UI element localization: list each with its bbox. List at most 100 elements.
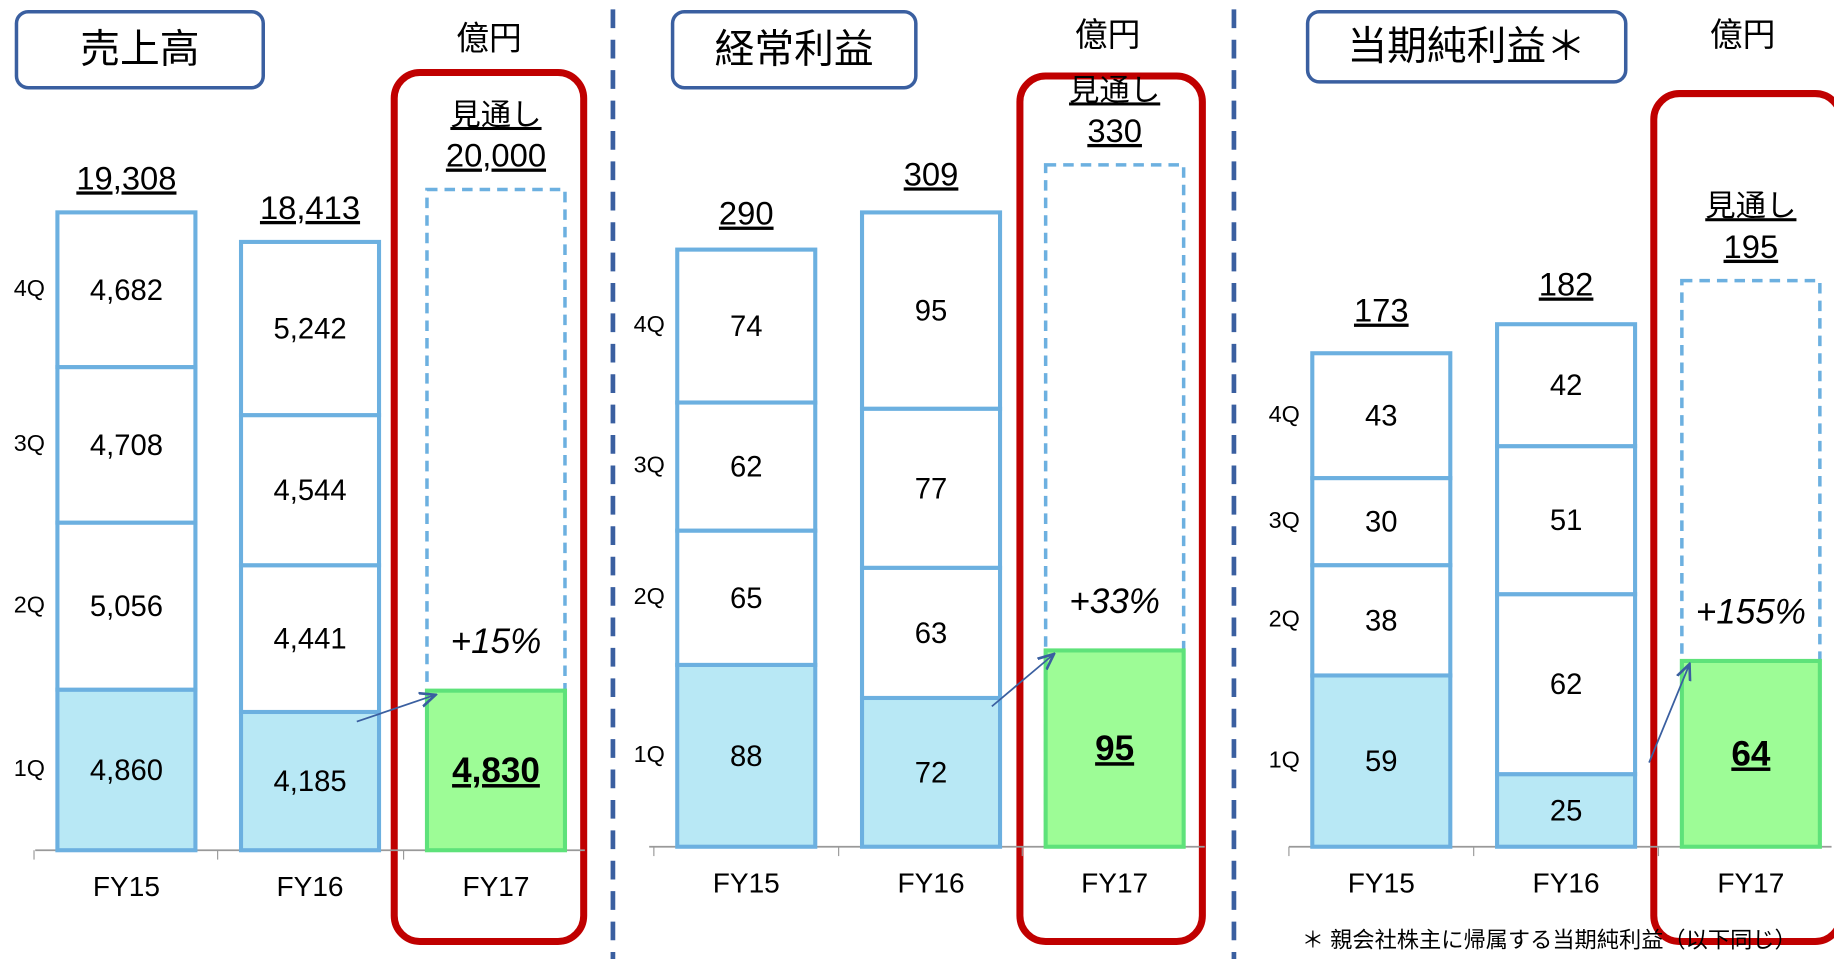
legend-label: 4Q (1269, 401, 1300, 427)
value-label: 4,830 (452, 751, 540, 790)
x-tick-label: FY17 (1081, 868, 1148, 899)
highlight-frame (1016, 72, 1206, 945)
value-label: 63 (915, 618, 948, 650)
bar-segment (675, 400, 818, 533)
chart-title: 経常利益 (715, 28, 874, 72)
chart-title: 売上高 (80, 28, 199, 72)
bar-segment (238, 413, 382, 568)
total-label: 173 (1354, 292, 1409, 329)
total-label: 309 (904, 155, 959, 192)
value-label: 5,242 (273, 314, 346, 346)
value-label: 4,544 (273, 475, 346, 507)
x-tick-label: FY15 (713, 868, 780, 899)
bar-segment (1310, 563, 1453, 678)
growth-label: +33% (1069, 582, 1160, 621)
legend-label: 1Q (14, 755, 45, 781)
bar-segment (859, 695, 1003, 849)
bar-segment (1495, 322, 1638, 449)
unit-label: 億円 (1710, 16, 1775, 53)
value-label: 95 (1095, 729, 1134, 768)
legend-label: 2Q (1269, 605, 1300, 631)
unit-label: 億円 (1075, 16, 1140, 53)
total-label: 290 (719, 195, 774, 232)
total-label: 182 (1539, 265, 1594, 302)
x-tick-label: FY16 (1533, 868, 1600, 899)
value-label: 62 (1550, 669, 1583, 701)
title-box (14, 9, 265, 90)
value-label: 43 (1365, 401, 1398, 433)
value-label: 30 (1365, 507, 1398, 539)
legend-label: 3Q (1269, 507, 1300, 533)
legend-label: 4Q (14, 275, 45, 301)
footnote: ＊ 親会社株主に帰属する当期純利益（以下同じ） (1302, 927, 1797, 952)
legend-label: 1Q (634, 741, 665, 767)
growth-label: +15% (451, 622, 542, 661)
forecast-value: 20,000 (446, 137, 546, 174)
legend-label: 3Q (14, 430, 45, 456)
value-label: 4,441 (273, 624, 346, 656)
bar-segment (675, 528, 818, 667)
value-label: 4,860 (90, 755, 163, 787)
bar-segment (238, 563, 382, 715)
bar-segment (55, 210, 198, 370)
highlight-frame (1650, 90, 1834, 945)
value-label: 4,708 (90, 430, 163, 462)
unit-label: 億円 (456, 20, 521, 57)
x-tick-label: FY15 (93, 871, 160, 902)
forecast-box (1043, 163, 1186, 849)
legend-label: 3Q (634, 452, 665, 478)
bar-segment (424, 688, 568, 853)
bar-segment (238, 709, 382, 853)
value-label: 95 (915, 296, 948, 328)
value-label: 62 (730, 452, 763, 484)
value-label: 25 (1550, 795, 1583, 827)
chart-title: 当期純利益＊ (1347, 25, 1586, 69)
value-label: 42 (1550, 370, 1583, 402)
legend-label: 2Q (14, 591, 45, 617)
bar-segment (55, 520, 198, 692)
value-label: 77 (915, 473, 948, 505)
value-label: 72 (915, 757, 948, 789)
total-label: 19,308 (76, 159, 176, 196)
value-label: 4,185 (273, 766, 346, 798)
legend-label: 2Q (634, 583, 665, 609)
bar-segment (859, 210, 1003, 411)
legend-label: 4Q (634, 311, 665, 337)
value-label: 65 (730, 583, 763, 615)
bar-segment (1495, 592, 1638, 777)
forecast-label: 見通し (1069, 73, 1160, 107)
forecast-label: 見通し (1705, 189, 1796, 223)
forecast-label: 見通し (450, 98, 541, 132)
x-tick-label: FY17 (1717, 868, 1784, 899)
value-label: 88 (730, 741, 763, 773)
growth-arrow (991, 655, 1053, 708)
bar-segment (1043, 648, 1186, 849)
value-label: 59 (1365, 746, 1398, 778)
growth-label: +155% (1696, 592, 1806, 631)
x-tick-label: FY15 (1348, 868, 1415, 899)
bar-segment (238, 239, 382, 418)
bar-segment (675, 662, 818, 849)
forecast-value: 330 (1087, 112, 1142, 149)
value-label: 51 (1550, 505, 1583, 537)
bar-segment (1310, 351, 1453, 481)
total-label: 18,413 (260, 189, 360, 226)
x-tick-label: FY17 (462, 871, 529, 902)
highlight-frame (390, 69, 588, 945)
growth-arrow (356, 695, 434, 723)
forecast-value: 195 (1724, 228, 1779, 265)
value-label: 74 (730, 311, 763, 343)
bar-segment (1679, 658, 1822, 849)
value-label: 5,056 (90, 591, 163, 623)
title-box (1305, 9, 1628, 84)
x-tick-label: FY16 (898, 868, 965, 899)
growth-arrow (1648, 666, 1689, 763)
value-label: 38 (1365, 605, 1398, 637)
bar-segment (859, 565, 1003, 701)
x-tick-label: FY16 (276, 871, 343, 902)
legend-label: 1Q (1269, 746, 1300, 772)
value-label: 4,682 (90, 275, 163, 307)
bar-segment (675, 247, 818, 405)
